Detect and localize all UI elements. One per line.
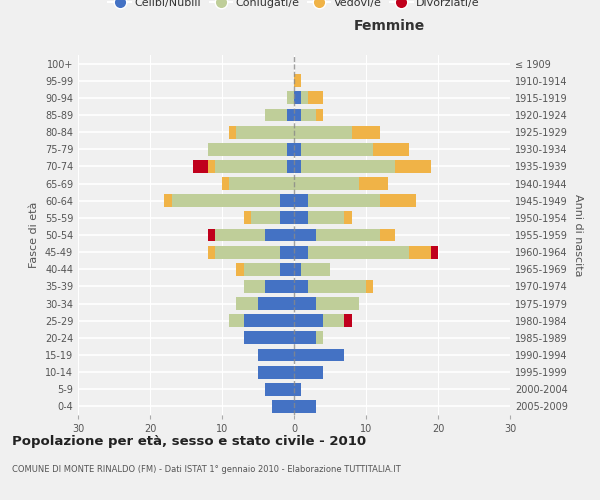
Bar xyxy=(215,246,280,258)
Bar xyxy=(431,246,438,258)
Bar xyxy=(287,92,294,104)
Bar xyxy=(265,108,287,122)
Bar xyxy=(380,228,395,241)
Bar xyxy=(222,177,229,190)
Bar xyxy=(287,143,294,156)
Bar xyxy=(236,126,294,138)
Bar xyxy=(229,177,294,190)
Bar xyxy=(294,126,352,138)
Bar xyxy=(344,314,352,327)
Bar xyxy=(193,160,208,173)
Bar xyxy=(301,263,330,276)
Bar xyxy=(294,212,308,224)
Bar xyxy=(294,263,301,276)
Legend: Celibi/Nubili, Coniugati/e, Vedovi/e, Divorziati/e: Celibi/Nubili, Coniugati/e, Vedovi/e, Di… xyxy=(104,0,484,12)
Bar xyxy=(294,74,301,87)
Bar xyxy=(258,366,294,378)
Bar xyxy=(294,297,316,310)
Bar xyxy=(172,194,280,207)
Bar xyxy=(366,280,373,293)
Bar xyxy=(294,228,316,241)
Bar xyxy=(236,263,244,276)
Bar xyxy=(308,212,344,224)
Bar xyxy=(258,348,294,362)
Bar xyxy=(251,212,280,224)
Bar xyxy=(244,280,265,293)
Text: COMUNE DI MONTE RINALDO (FM) - Dati ISTAT 1° gennaio 2010 - Elaborazione TUTTITA: COMUNE DI MONTE RINALDO (FM) - Dati ISTA… xyxy=(12,465,401,474)
Bar xyxy=(244,314,294,327)
Bar xyxy=(301,108,316,122)
Text: Femmine: Femmine xyxy=(353,20,425,34)
Bar xyxy=(265,280,294,293)
Bar xyxy=(294,314,323,327)
Bar xyxy=(301,143,373,156)
Bar xyxy=(294,177,359,190)
Bar xyxy=(316,297,359,310)
Bar xyxy=(229,314,244,327)
Bar xyxy=(280,263,294,276)
Bar xyxy=(287,108,294,122)
Bar xyxy=(308,246,409,258)
Bar xyxy=(208,246,215,258)
Bar xyxy=(294,280,308,293)
Bar xyxy=(294,383,301,396)
Bar xyxy=(308,194,380,207)
Bar xyxy=(380,194,416,207)
Bar xyxy=(208,228,215,241)
Bar xyxy=(258,297,294,310)
Bar xyxy=(409,246,431,258)
Bar xyxy=(294,194,308,207)
Bar xyxy=(294,332,316,344)
Bar xyxy=(316,228,380,241)
Text: Popolazione per età, sesso e stato civile - 2010: Popolazione per età, sesso e stato civil… xyxy=(12,435,366,448)
Bar xyxy=(236,297,258,310)
Bar xyxy=(294,400,316,413)
Bar xyxy=(395,160,431,173)
Bar xyxy=(294,108,301,122)
Bar xyxy=(344,212,352,224)
Bar xyxy=(272,400,294,413)
Bar xyxy=(301,160,395,173)
Bar xyxy=(215,160,287,173)
Bar xyxy=(280,194,294,207)
Bar xyxy=(294,160,301,173)
Bar xyxy=(208,143,287,156)
Bar xyxy=(287,160,294,173)
Y-axis label: Fasce di età: Fasce di età xyxy=(29,202,39,268)
Bar xyxy=(294,143,301,156)
Bar xyxy=(164,194,172,207)
Bar xyxy=(265,383,294,396)
Bar xyxy=(229,126,236,138)
Bar xyxy=(215,228,265,241)
Bar xyxy=(294,348,344,362)
Bar xyxy=(373,143,409,156)
Bar xyxy=(280,212,294,224)
Bar xyxy=(244,212,251,224)
Y-axis label: Anni di nascita: Anni di nascita xyxy=(573,194,583,276)
Bar xyxy=(294,246,308,258)
Bar xyxy=(280,246,294,258)
Bar xyxy=(308,92,323,104)
Bar xyxy=(323,314,344,327)
Bar xyxy=(294,92,301,104)
Bar xyxy=(316,108,323,122)
Bar xyxy=(301,92,308,104)
Bar xyxy=(316,332,323,344)
Bar xyxy=(294,366,323,378)
Bar xyxy=(208,160,215,173)
Bar xyxy=(308,280,366,293)
Bar xyxy=(352,126,380,138)
Bar xyxy=(359,177,388,190)
Bar xyxy=(244,332,294,344)
Bar xyxy=(244,263,280,276)
Bar xyxy=(265,228,294,241)
